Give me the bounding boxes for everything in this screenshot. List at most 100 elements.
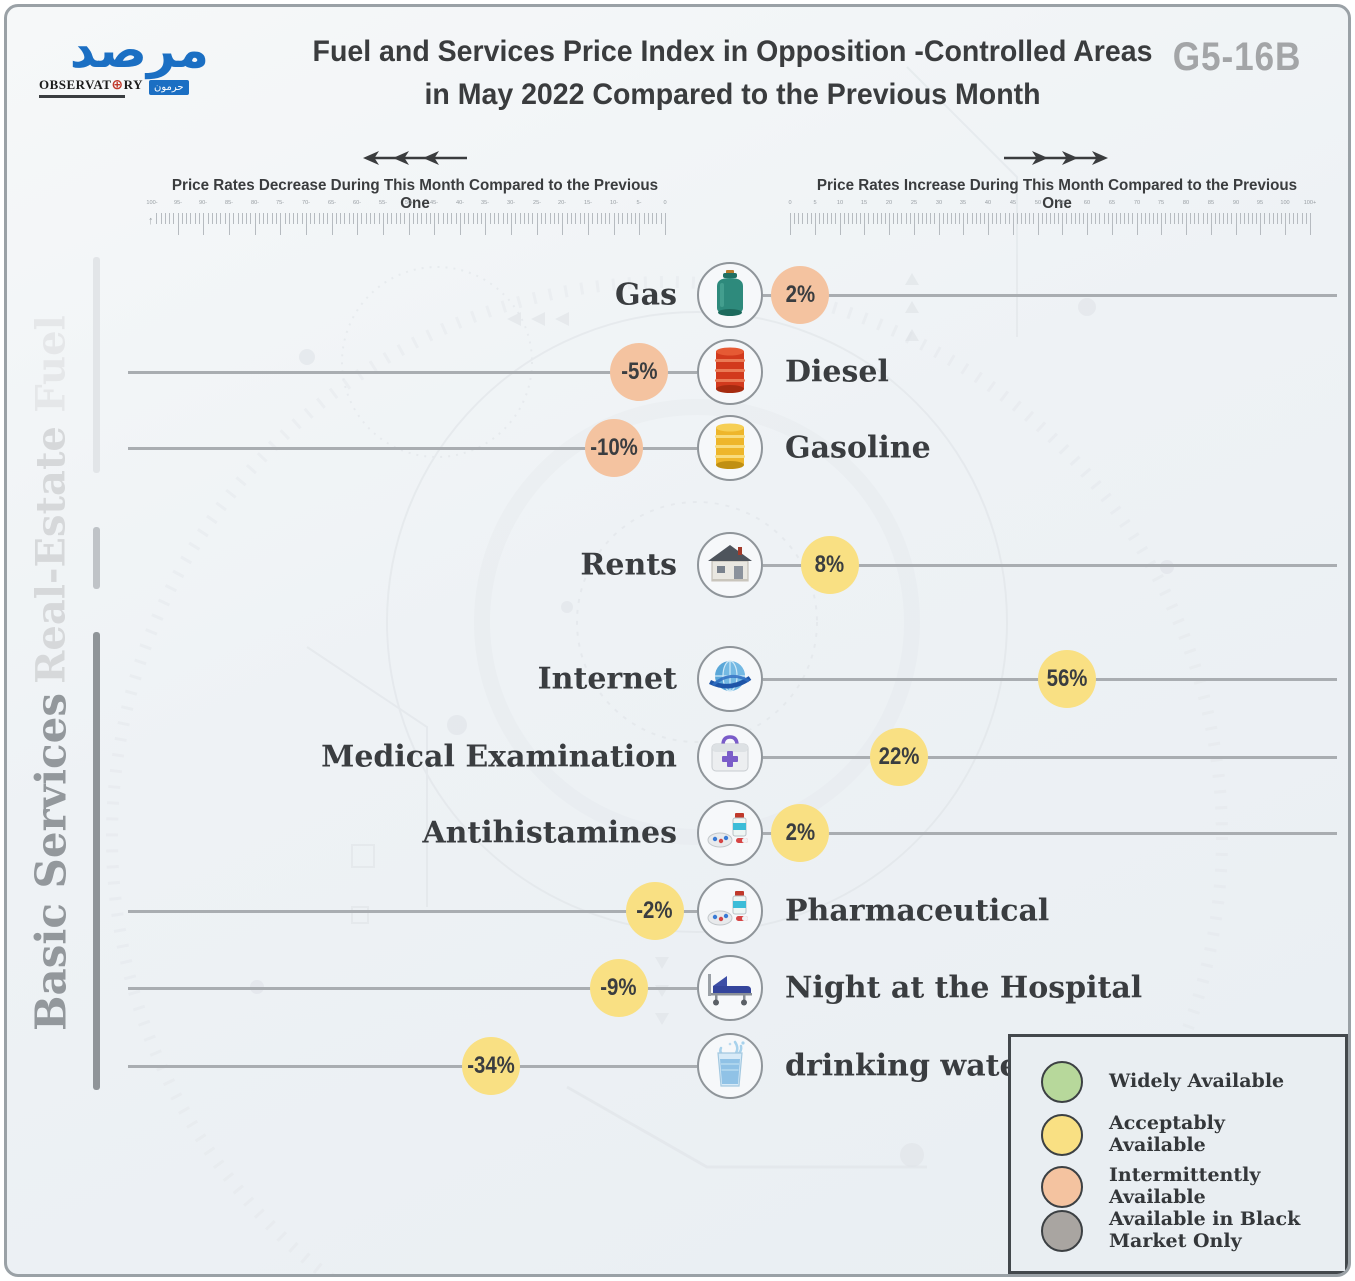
ruler-tick-label: 95 — [1257, 200, 1264, 206]
category-bar-real-estate — [93, 527, 100, 589]
ruler-minor-tick — [1231, 213, 1233, 224]
decrease-arrow-icon — [363, 151, 467, 165]
ruler-minor-tick — [1148, 213, 1150, 224]
ruler-minor-tick — [160, 213, 162, 224]
logo-tagline-badge: حرمون — [148, 79, 189, 95]
ruler-minor-tick — [609, 213, 611, 224]
ruler-minor-tick — [1181, 213, 1183, 224]
ruler-minor-tick — [851, 213, 853, 224]
ruler-minor-tick — [220, 213, 222, 224]
logo-observatory-text: OBSERVAT⊕RY — [39, 76, 143, 93]
ruler-minor-tick — [288, 213, 290, 224]
ruler-major-tick — [588, 213, 590, 235]
category-bar-fuel — [93, 257, 100, 473]
ruler-minor-tick — [1177, 213, 1179, 224]
ruler-minor-tick — [506, 213, 508, 224]
ruler-major-tick — [203, 213, 205, 235]
increase-arrow-icon — [1004, 151, 1108, 165]
ruler-minor-tick — [541, 213, 543, 224]
ruler-minor-tick — [190, 213, 192, 224]
ruler-minor-tick — [1066, 213, 1068, 224]
value-bubble: -9% — [589, 959, 648, 1017]
figure-code: G5-16B — [1172, 35, 1302, 79]
ruler-minor-tick — [301, 213, 303, 224]
item-label: Rents — [580, 547, 677, 583]
ruler-minor-tick — [297, 213, 299, 224]
ruler-minor-tick — [472, 213, 474, 224]
ruler-tick-label: 35 — [960, 200, 967, 206]
ruler-minor-tick — [186, 213, 188, 224]
item-label: Pharmaceutical — [785, 893, 1050, 929]
ruler-major-tick — [408, 213, 410, 235]
trend-line — [128, 371, 697, 374]
ruler-major-tick — [1111, 213, 1113, 235]
ruler-minor-tick — [975, 213, 977, 224]
ruler-tick-label: 70 — [1133, 200, 1140, 206]
ruler-minor-tick — [622, 213, 624, 224]
ruler-minor-tick — [1256, 213, 1258, 224]
value-bubble-text: -10% — [589, 434, 638, 461]
ruler-minor-tick — [263, 213, 265, 224]
ruler-minor-tick — [1004, 213, 1006, 224]
ruler-tick-label: 60 — [1083, 200, 1091, 206]
ruler-tick-label: 60- — [353, 200, 362, 206]
trend-line — [763, 564, 1337, 567]
ruler-minor-tick — [1000, 213, 1002, 224]
globe-icon — [707, 654, 753, 705]
value-bubble: 56% — [1038, 650, 1097, 708]
ruler-minor-tick — [897, 213, 899, 224]
ruler-minor-tick — [823, 213, 824, 224]
ruler-minor-tick — [950, 213, 952, 224]
ruler-minor-tick — [181, 213, 183, 224]
ruler-major-tick — [305, 213, 307, 235]
ruler-minor-tick — [660, 213, 662, 224]
ruler-minor-tick — [404, 213, 406, 224]
ruler-minor-tick — [558, 213, 560, 224]
value-bubble-text: -5% — [621, 358, 658, 385]
ruler-tick-label: 10 — [836, 200, 843, 206]
ruler-minor-tick — [971, 213, 973, 224]
ruler-minor-tick — [515, 213, 517, 224]
ruler-major-tick — [1062, 213, 1064, 235]
ruler-minor-tick — [1140, 213, 1142, 224]
ruler-minor-tick — [827, 213, 829, 224]
ruler-minor-tick — [570, 213, 572, 224]
ruler-minor-tick — [446, 213, 448, 224]
ruler-minor-tick — [417, 213, 419, 224]
ruler-minor-tick — [1239, 213, 1241, 224]
ruler-minor-tick — [502, 213, 504, 224]
ruler-major-tick — [1186, 213, 1187, 235]
ruler-major-tick — [485, 213, 487, 235]
ruler-minor-tick — [327, 213, 329, 224]
ruler-minor-tick — [575, 213, 577, 224]
ruler-minor-tick — [635, 213, 637, 224]
item-label: Diesel — [785, 354, 889, 390]
ruler-minor-tick — [1169, 213, 1171, 224]
value-bubble-text: 22% — [878, 743, 920, 770]
ruler-minor-tick — [481, 213, 483, 224]
ruler-minor-tick — [1252, 213, 1253, 224]
ruler-tick-label: 30- — [507, 200, 516, 206]
ruler-major-tick — [790, 213, 791, 235]
ruler-tick-label: 40- — [455, 200, 464, 206]
ruler-minor-tick — [1095, 213, 1097, 224]
legend-item-label: Intermittently Available — [1109, 1164, 1261, 1208]
ruler-minor-tick — [983, 213, 985, 224]
legend-item-intermittently-available: Intermittently Available — [1041, 1164, 1319, 1209]
ruler-minor-tick — [1305, 213, 1307, 224]
ruler-minor-tick — [1049, 213, 1051, 224]
ruler-major-tick — [1210, 213, 1212, 235]
ruler-tick-label: 75- — [276, 200, 285, 206]
ruler-major-tick — [434, 213, 436, 235]
ruler-major-tick — [1037, 213, 1039, 235]
ruler-tick-label: 50 — [1034, 200, 1041, 206]
item-icon-circle — [697, 339, 763, 405]
item-icon-circle — [697, 415, 763, 481]
ruler-minor-tick — [553, 213, 555, 224]
ruler-tick-label: 0 — [788, 200, 792, 206]
ruler-minor-tick — [284, 213, 286, 224]
item-label: Antihistamines — [422, 815, 677, 851]
ruler-minor-tick — [224, 213, 226, 224]
ruler-minor-tick — [992, 213, 994, 224]
ruler-minor-tick — [1132, 213, 1134, 224]
